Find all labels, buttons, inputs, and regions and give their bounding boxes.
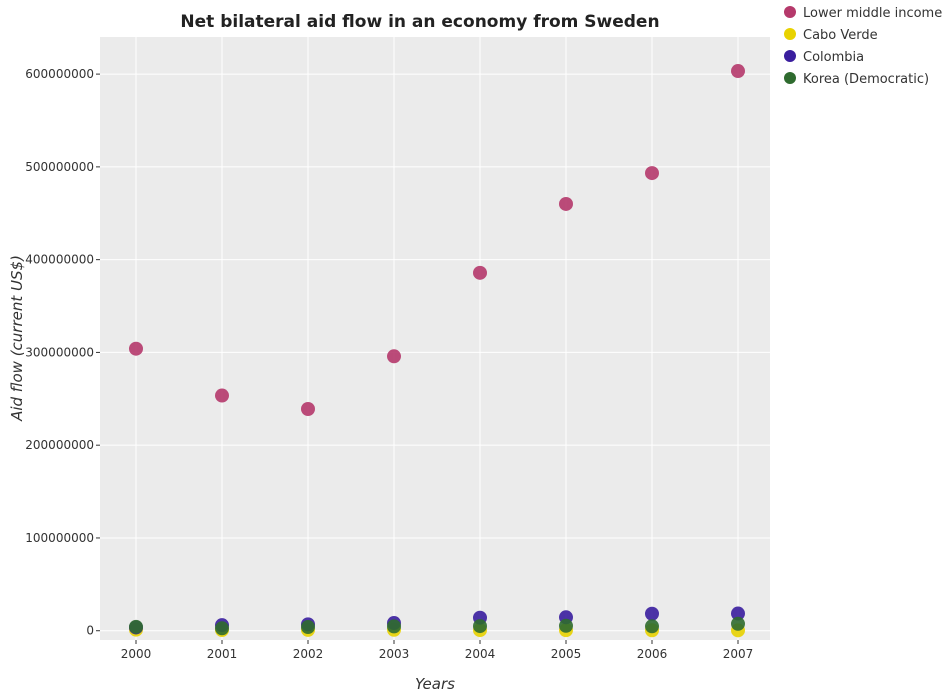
- x-tick-label: 2000: [121, 647, 152, 661]
- legend-marker: [784, 28, 796, 40]
- y-tick-label: 600000000: [25, 67, 94, 81]
- data-point-lower-middle-income: [215, 388, 229, 403]
- legend-label: Cabo Verde: [803, 28, 878, 43]
- y-tick-label: 0: [86, 624, 94, 638]
- data-point-lower-middle-income: [301, 402, 315, 417]
- y-axis-ticks: 0 100000000 200000000 300000000 400000000 500…: [25, 67, 100, 638]
- legend-label: Lower middle income: [803, 6, 942, 21]
- x-tick-label: 2006: [637, 647, 668, 661]
- x-tick-label: 2004: [465, 647, 496, 661]
- x-tick-label: 2007: [723, 647, 754, 661]
- x-axis-label: Years: [415, 675, 455, 693]
- legend-label: Korea (Democratic): [803, 72, 929, 87]
- data-point-colombia: [731, 606, 745, 621]
- chart-title: Net bilateral aid flow in an economy fro…: [180, 12, 659, 32]
- data-point-korea-democratic: [645, 619, 659, 634]
- data-point-korea-democratic: [473, 619, 487, 634]
- x-tick-label: 2003: [379, 647, 410, 661]
- data-point-lower-middle-income: [129, 341, 143, 356]
- data-point-korea-democratic: [559, 618, 573, 633]
- y-tick-label: 400000000: [25, 253, 94, 267]
- data-point-korea-democratic: [301, 620, 315, 635]
- legend-marker: [784, 50, 796, 62]
- data-points: [129, 64, 745, 638]
- y-tick-label: 300000000: [25, 345, 94, 359]
- data-point-korea-democratic: [387, 619, 401, 634]
- legend-label: Colombia: [803, 50, 864, 65]
- x-tick-label: 2001: [207, 647, 238, 661]
- x-tick-label: 2002: [293, 647, 324, 661]
- legend: Lower middle income Cabo Verde Colombia Kor…: [784, 6, 942, 87]
- y-axis-label: Aid flow (current US$): [8, 255, 26, 422]
- legend-marker: [784, 72, 796, 84]
- data-point-korea-democratic: [215, 621, 229, 636]
- y-tick-label: 200000000: [25, 438, 94, 452]
- data-point-korea-democratic: [731, 616, 745, 631]
- data-point-lower-middle-income: [387, 349, 401, 364]
- y-tick-label: 500000000: [25, 160, 94, 174]
- data-point-colombia: [645, 606, 659, 621]
- data-point-lower-middle-income: [473, 265, 487, 280]
- x-tick-label: 2005: [551, 647, 582, 661]
- legend-marker: [784, 6, 796, 18]
- data-point-lower-middle-income: [559, 196, 573, 211]
- grid-lines: [100, 37, 770, 640]
- plot-area: [100, 37, 770, 640]
- data-point-korea-democratic: [129, 619, 143, 634]
- y-tick-label: 100000000: [25, 531, 94, 545]
- x-axis-ticks: 2000 2001 2002 2003 2004 2005 2006 2007: [121, 640, 754, 661]
- data-point-lower-middle-income: [731, 64, 745, 79]
- data-point-lower-middle-income: [645, 166, 659, 181]
